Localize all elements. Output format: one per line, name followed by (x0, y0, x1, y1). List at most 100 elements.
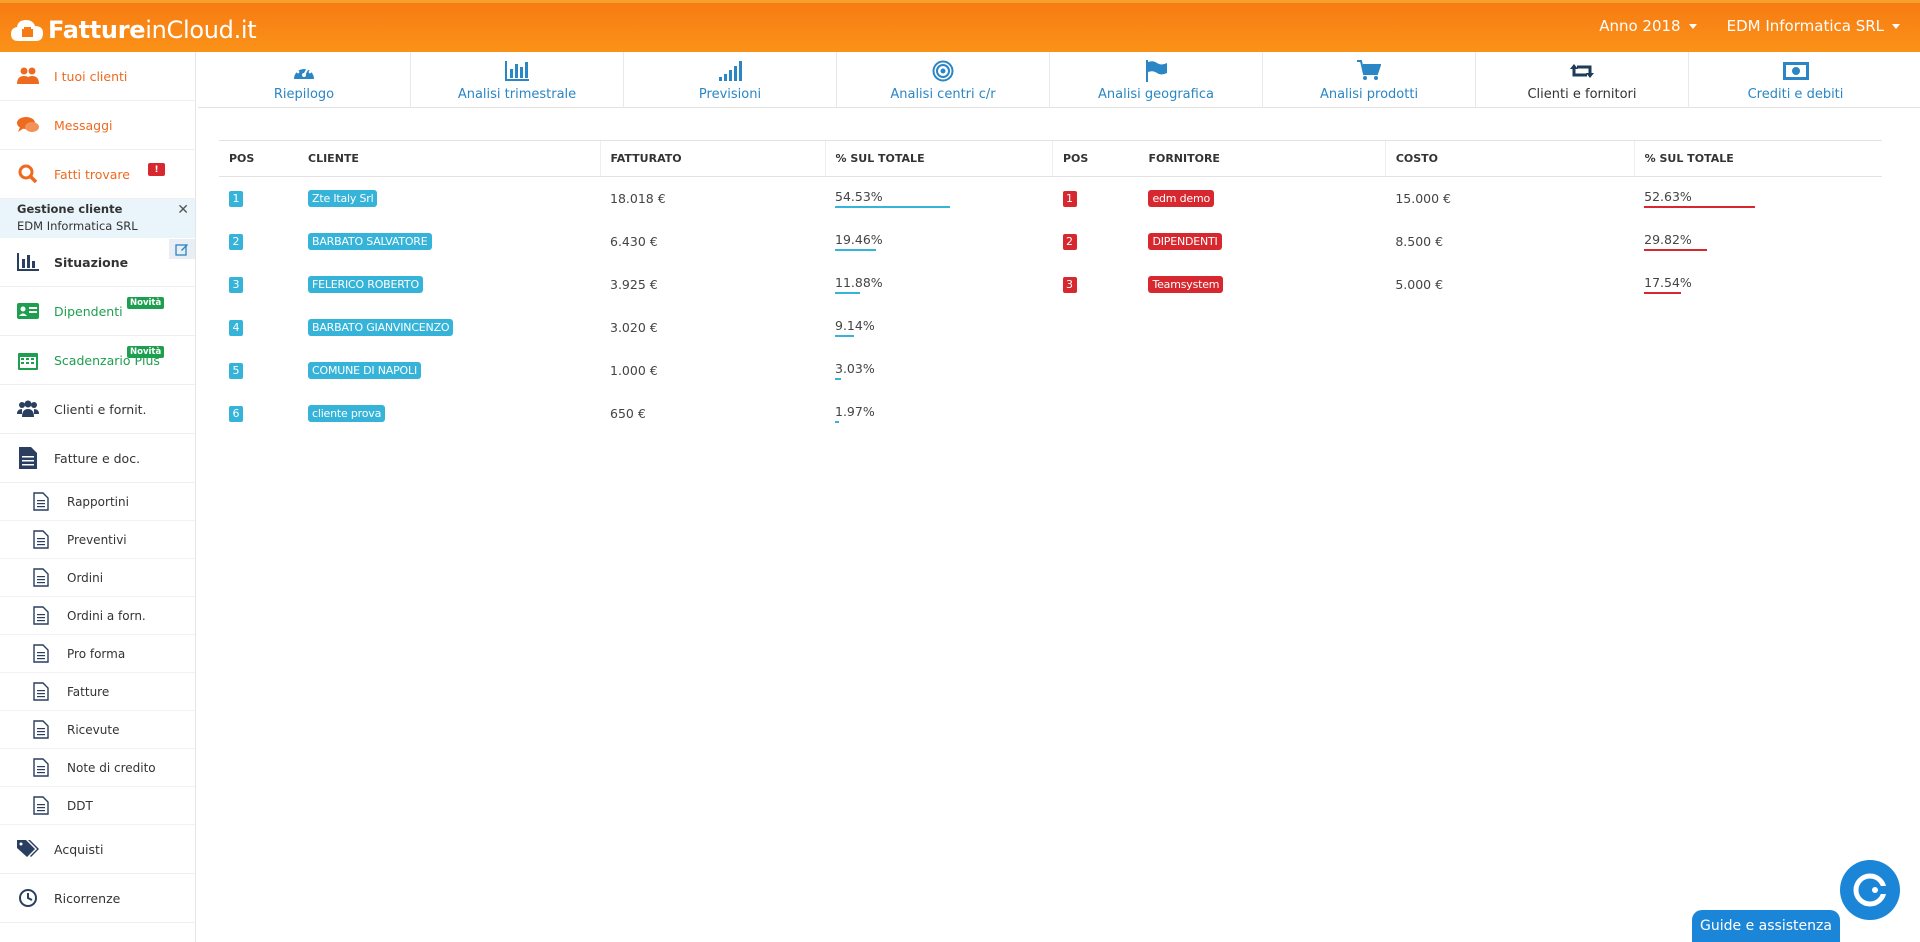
sidebar-item-label: Messaggi (54, 117, 113, 133)
sidebar-item-ricorrenze[interactable]: Ricorrenze (0, 874, 195, 923)
tab-analisi-centri[interactable]: Analisi centri c/r (837, 52, 1050, 108)
calendar-icon (17, 349, 39, 371)
dashboard-icon (292, 59, 316, 83)
sidebar-item-messaggi[interactable]: Messaggi (0, 101, 195, 150)
pct-text: 9.14% (835, 317, 875, 333)
col-fornitore: FORNITORE (1138, 140, 1386, 177)
tab-crediti-debiti[interactable]: Crediti e debiti (1689, 52, 1902, 108)
pct-value: 9.14% (835, 318, 875, 337)
document-outline-icon (33, 681, 51, 702)
document-outline-icon (33, 529, 51, 550)
sidebar-item-dipendenti[interactable]: Dipendenti Novità (0, 287, 195, 336)
sidebar-subitem[interactable]: Preventivi (0, 521, 195, 559)
document-outline-icon (33, 719, 51, 740)
sidebar-item-situazione[interactable]: Situazione (0, 238, 195, 287)
tab-label: Analisi trimestrale (457, 86, 577, 102)
amount-value: 650 € (610, 405, 646, 421)
name-label[interactable]: edm demo (1148, 189, 1215, 207)
name-label[interactable]: COMUNE DI NAPOLI (308, 361, 421, 379)
sidebar-subitem-label: Note di credito (67, 760, 156, 775)
name-label[interactable]: DIPENDENTI (1148, 232, 1222, 250)
flag-icon (1145, 59, 1167, 83)
company-dropdown[interactable]: EDM Informatica SRL (1727, 17, 1900, 35)
col-pct: % SUL TOTALE (1633, 140, 1882, 177)
money-icon (1782, 59, 1809, 83)
table-row: 3 FELERICO ROBERTO 3.925 € 11.88% (219, 263, 1057, 306)
amount-cell: 3.925 € (600, 263, 825, 306)
name-label[interactable]: Teamsystem (1148, 275, 1224, 293)
pos-cell: 6 (219, 392, 298, 435)
name-label[interactable]: FELERICO ROBERTO (308, 275, 423, 293)
gestione-title: Gestione cliente (17, 202, 123, 216)
document-outline-icon (33, 491, 51, 512)
name-label[interactable]: cliente prova (308, 404, 386, 422)
amount-cell: 8.500 € (1385, 220, 1634, 263)
logo[interactable]: FattureinCloud.it (10, 15, 257, 45)
sidebar-subitem-label: Ordini a forn. (67, 608, 146, 623)
gestione-cliente-panel: Gestione cliente EDM Informatica SRL ✕ (0, 199, 195, 259)
tab-clienti-fornitori[interactable]: Clienti e fornitori (1476, 52, 1689, 108)
sidebar-item-acquisti[interactable]: Acquisti (0, 825, 195, 874)
sidebar-item-clienti[interactable]: I tuoi clienti (0, 52, 195, 101)
edit-icon[interactable] (169, 239, 195, 259)
sidebar-item-label: I tuoi clienti (54, 68, 128, 84)
suppliers-table: POS FORNITORE COSTO % SUL TOTALE 1 edm de… (1052, 140, 1882, 306)
sidebar-item-clienti-fornit[interactable]: Clienti e fornit. (0, 385, 195, 434)
sidebar-subitem[interactable]: Note di credito (0, 749, 195, 787)
sidebar-subitem[interactable]: Fatture (0, 673, 195, 711)
year-dropdown[interactable]: Anno 2018 (1599, 17, 1697, 35)
pct-cell: 52.63% (1634, 177, 1882, 220)
retweet-icon (1569, 59, 1595, 83)
amount-cell: 650 € (600, 392, 825, 435)
tab-label: Analisi centri c/r (890, 86, 996, 102)
pos-cell: 2 (1053, 220, 1139, 263)
amount-value: 1.000 € (610, 362, 658, 378)
pos-cell: 2 (219, 220, 298, 263)
pct-value: 29.82% (1644, 232, 1708, 251)
col-pct: % SUL TOTALE (824, 140, 1057, 177)
pct-cell: 17.54% (1634, 263, 1882, 306)
company-label: EDM Informatica SRL (1726, 17, 1884, 35)
pct-cell: 19.46% (825, 220, 1057, 263)
tab-analisi-geografica[interactable]: Analisi geografica (1050, 52, 1263, 108)
pct-text: 3.03% (835, 360, 875, 376)
tab-previsioni[interactable]: Previsioni (624, 52, 837, 108)
sidebar-subitem[interactable]: Ricevute (0, 711, 195, 749)
sidebar-subitem[interactable]: Ordini (0, 559, 195, 597)
amount-cell: 15.000 € (1385, 177, 1634, 220)
document-outline-icon (33, 643, 51, 664)
tab-label: Analisi geografica (1098, 86, 1214, 102)
pos-badge: 3 (1062, 276, 1077, 293)
pct-cell: 1.97% (825, 392, 1057, 435)
document-outline-icon (33, 757, 51, 778)
sidebar-subitem[interactable]: Ordini a forn. (0, 597, 195, 635)
col-costo: COSTO (1384, 140, 1635, 177)
col-cliente: CLIENTE (298, 140, 600, 177)
name-label[interactable]: BARBATO GIANVINCENZO (308, 318, 454, 336)
sidebar-item-label: Acquisti (54, 841, 104, 857)
sidebar-item-fatti-trovare[interactable]: Fatti trovare ! (0, 150, 195, 199)
pos-cell: 3 (1053, 263, 1139, 306)
tab-riepilogo[interactable]: Riepilogo (198, 52, 411, 108)
pos-badge: 2 (1062, 233, 1077, 250)
sidebar-subitem[interactable]: DDT (0, 787, 195, 825)
sidebar-item-scadenzario[interactable]: Scadenzario Plus Novità (0, 336, 195, 385)
sidebar-subitem[interactable]: Pro forma (0, 635, 195, 673)
pos-cell: 5 (219, 349, 298, 392)
pct-value: 19.46% (835, 232, 883, 251)
name-cell: cliente prova (298, 392, 600, 435)
document-outline-icon (33, 605, 51, 626)
name-label[interactable]: Zte Italy Srl (308, 189, 378, 207)
sidebar-item-fatture-doc[interactable]: Fatture e doc. (0, 434, 195, 483)
help-button[interactable]: Guide e assistenza (1692, 910, 1840, 942)
tab-analisi-prodotti[interactable]: Analisi prodotti (1263, 52, 1476, 108)
chat-widget-icon[interactable] (1840, 860, 1900, 920)
users-icon (17, 398, 39, 420)
name-label[interactable]: BARBATO SALVATORE (308, 232, 432, 250)
table-row: 6 cliente prova 650 € 1.97% (219, 392, 1057, 435)
sidebar-subitem-label: Ordini (67, 570, 104, 585)
sidebar-subitem-label: Fatture (67, 684, 110, 699)
sidebar-subitem[interactable]: Rapportini (0, 483, 195, 521)
close-icon[interactable]: ✕ (177, 202, 189, 218)
tab-analisi-trimestrale[interactable]: Analisi trimestrale (411, 52, 624, 108)
